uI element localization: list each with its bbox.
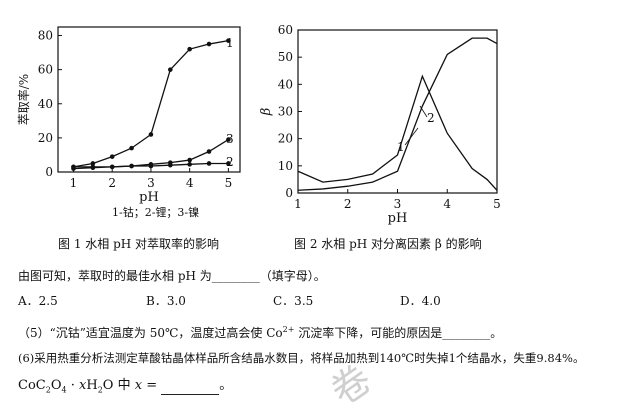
chart2-series-2-line (297, 37, 498, 191)
chart1-xtick-label-3: 4 (186, 176, 194, 190)
chart1-ytick-label-0: 0 (45, 165, 53, 179)
chart2-ytick-label-1: 10 (278, 159, 293, 173)
q5-superscript: 2+ (282, 325, 295, 334)
chart2-plot-frame (297, 29, 498, 194)
chart2-xtick-label-1: 2 (344, 197, 352, 211)
chart1-series-3-point-2 (109, 164, 115, 170)
chart1-legend-note: 1-钴；2-锂；3-镍 (112, 205, 199, 219)
chart1-ytick-label-1: 20 (38, 131, 53, 145)
answer-blank[interactable] (161, 378, 220, 395)
chart2-xtick-label-2: 3 (394, 197, 402, 211)
chart1-series-2-point-7 (206, 161, 212, 166)
chart1-ytick-label-2: 40 (38, 97, 53, 111)
chart1-ylabel: 萃取率/% (16, 74, 31, 125)
chart-1: 1 2 3 4 5 0 20 40 60 80 pH 萃取率/% 1 2 3 (16, 26, 241, 205)
f-part3: · (66, 378, 79, 393)
f-part2: O (50, 378, 62, 393)
chart1-series-3-point-7 (206, 149, 212, 154)
q5-text-a: （5）“沉钴”适宜温度为 50℃，温度过高会使 Co (18, 326, 283, 340)
f-sub1: 2 (45, 385, 51, 395)
chart1-xlabel: pH (139, 190, 159, 205)
option-a[interactable]: A．2.5 (18, 294, 58, 308)
f-part5: O 中 (102, 378, 135, 393)
chart1-series-3-point-0 (71, 164, 76, 170)
chart1-xtick-label-0: 1 (70, 176, 78, 190)
chart1-series-1-point-7 (206, 41, 212, 47)
chart1-xtick-label-4: 5 (225, 176, 233, 190)
chart1-ytick-label-4: 80 (38, 29, 53, 43)
chart1-series-3-point-4 (148, 162, 154, 167)
chart1-plot-frame (57, 26, 241, 173)
question-5: （5）“沉钴”适宜温度为 50℃，温度过高会使 Co2+ 沉淀率下降，可能的原因… (18, 322, 502, 341)
chart1-series-1-point-6 (187, 46, 192, 52)
chart2-ytick-label-5: 50 (278, 50, 293, 64)
answer-options: A．2.5 B．3.0 C．3.5 D．4.0 (18, 292, 618, 308)
f-x2: x (134, 378, 143, 393)
chart2-ytick-label-3: 30 (278, 105, 293, 119)
f-sub3: 2 (97, 385, 103, 395)
chart1-series-1-line (73, 40, 229, 168)
chart1-series-1-point-1 (90, 161, 96, 166)
chart1-series-1-point-4 (148, 132, 154, 137)
f-part4: H (86, 378, 98, 393)
q5-text-b: 沉淀率下降，可能的原因是________。 (294, 326, 503, 340)
chart1-series-2-point-6 (187, 162, 192, 167)
question-stem: 由图可知，萃取时的最佳水相 pH 为________（填字母）。 (18, 269, 326, 283)
question-6: (6)采用热重分析法测定草酸钴晶体样品所含结晶水数目，将样品加热到140℃时失掉… (18, 351, 585, 365)
chart2-ytick-label-0: 0 (285, 186, 293, 200)
f-sub2: 4 (61, 385, 67, 395)
chart2-xtick-label-4: 5 (493, 197, 501, 211)
formula-line: CoC2O4 · xH2O 中 x = 。 (18, 378, 232, 399)
chart2-xtick-label-0: 1 (294, 197, 302, 211)
chart1-series-3-point-3 (129, 163, 134, 169)
chart1-caption: 图 1 水相 pH 对萃取率的影响 (58, 236, 219, 251)
chart1-series-3-label: 3 (226, 132, 234, 146)
chart1-series-2-label: 2 (226, 155, 234, 169)
chart1-series-1-point-8 (226, 38, 231, 43)
chart1-series-1-point-3 (129, 145, 134, 151)
chart1-series-1-point-5 (167, 67, 173, 72)
chart2-ylabel: β (259, 108, 274, 117)
chart2-xtick-label-3: 4 (443, 197, 451, 211)
option-d[interactable]: D．4.0 (400, 294, 441, 308)
chart1-series-1-label: 1 (226, 36, 234, 50)
chart1-series-3-point-5 (167, 160, 173, 165)
f-part6: = (142, 378, 162, 393)
chart2-ytick-label-4: 40 (278, 77, 293, 91)
option-b[interactable]: B．3.0 (146, 294, 186, 308)
chart1-ytick-label-3: 60 (38, 63, 53, 77)
chart1-xtick-label-2: 3 (147, 176, 155, 190)
chart1-series-3-point-1 (90, 164, 96, 170)
chart2-xlabel: pH (388, 211, 408, 226)
chart1-xtick-label-1: 2 (108, 176, 116, 190)
chart2-caption: 图 2 水相 pH 对分离因素 β 的影响 (294, 236, 482, 251)
chart2-series-2-label: 2 (427, 111, 435, 125)
chart1-series-3-point-6 (187, 157, 192, 163)
option-c[interactable]: C．3.5 (273, 294, 314, 308)
f-period: 。 (219, 378, 233, 393)
chart2-series-1-leader (404, 127, 419, 146)
f-part1: CoC (18, 378, 46, 393)
chart2-series-1-label: 1 (397, 140, 405, 154)
chart1-series-1-point-2 (109, 154, 115, 159)
chart2-series-1-line (297, 74, 498, 191)
chart1-series-3-point-8 (226, 137, 231, 142)
chart2-ytick-label-6: 60 (278, 23, 293, 37)
chart2-ytick-label-2: 20 (278, 132, 293, 146)
chart2-series-2-leader (419, 105, 428, 118)
chart1-series-2-point-8 (226, 161, 231, 166)
f-x1: x (79, 378, 87, 393)
